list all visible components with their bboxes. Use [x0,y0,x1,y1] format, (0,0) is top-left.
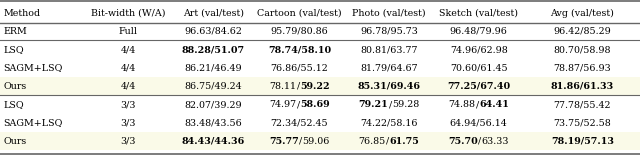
Text: 80.81/63.77: 80.81/63.77 [360,45,418,54]
Text: ERM: ERM [3,27,27,36]
Text: 61.75: 61.75 [390,137,420,146]
Text: Ours: Ours [3,137,26,146]
Text: Bit-width (W/A): Bit-width (W/A) [91,9,165,18]
Text: 74.97: 74.97 [269,100,296,109]
Text: 77.78/55.42: 77.78/55.42 [554,100,611,109]
Text: LSQ: LSQ [3,45,24,54]
Text: SAGM+LSQ: SAGM+LSQ [3,64,63,73]
Text: Full: Full [118,27,138,36]
Text: 72.34/52.45: 72.34/52.45 [271,118,328,127]
Text: 75.77: 75.77 [269,137,299,146]
Text: 73.75/52.58: 73.75/52.58 [554,118,611,127]
Text: /: / [476,100,479,109]
Text: 3/3: 3/3 [120,100,136,109]
Text: 96.42/85.29: 96.42/85.29 [554,27,611,36]
Text: 59.28: 59.28 [392,100,419,109]
Text: 95.79/80.86: 95.79/80.86 [271,27,328,36]
Text: Method: Method [3,9,40,18]
Text: 74.22/58.16: 74.22/58.16 [360,118,418,127]
Text: Avg (val/test): Avg (val/test) [550,9,614,18]
Text: 84.43/44.36: 84.43/44.36 [182,137,244,146]
Text: Photo (val/test): Photo (val/test) [352,9,426,18]
Text: 86.21/46.49: 86.21/46.49 [184,64,242,73]
Text: /: / [299,137,302,146]
Text: 74.88: 74.88 [449,100,476,109]
Text: 78.19/57.13: 78.19/57.13 [551,137,614,146]
Text: 3/3: 3/3 [120,118,136,127]
Text: 4/4: 4/4 [120,82,136,91]
Text: 58.69: 58.69 [300,100,330,109]
Text: Cartoon (val/test): Cartoon (val/test) [257,9,342,18]
Text: /: / [478,137,481,146]
Text: Art (val/test): Art (val/test) [182,9,244,18]
Text: 85.31/69.46: 85.31/69.46 [358,82,420,91]
Text: 79.21: 79.21 [358,100,388,109]
Text: 59.22: 59.22 [300,82,330,91]
Text: 88.28/51.07: 88.28/51.07 [182,45,244,54]
Text: 4/4: 4/4 [120,45,136,54]
Text: 4/4: 4/4 [120,64,136,73]
Text: 74.96/62.98: 74.96/62.98 [450,45,508,54]
Text: SAGM+LSQ: SAGM+LSQ [3,118,63,127]
Text: 63.33: 63.33 [482,137,509,146]
Text: 82.07/39.29: 82.07/39.29 [184,100,242,109]
Text: /: / [388,100,392,109]
Text: 59.06: 59.06 [303,137,330,146]
Text: 78.11: 78.11 [269,82,296,91]
Text: 83.48/43.56: 83.48/43.56 [184,118,242,127]
Text: 96.63/84.62: 96.63/84.62 [184,27,242,36]
Text: 64.41: 64.41 [479,100,509,109]
Text: /: / [297,100,300,109]
Text: 70.60/61.45: 70.60/61.45 [450,64,508,73]
Text: 96.48/79.96: 96.48/79.96 [450,27,508,36]
Text: /: / [297,82,300,91]
Text: Ours: Ours [3,82,26,91]
Text: 78.87/56.93: 78.87/56.93 [554,64,611,73]
Text: 77.25/67.40: 77.25/67.40 [447,82,510,91]
Text: 64.94/56.14: 64.94/56.14 [450,118,508,127]
Text: 76.85: 76.85 [359,137,386,146]
Text: 78.74/58.10: 78.74/58.10 [268,45,331,54]
Text: 75.70: 75.70 [448,137,478,146]
Text: LSQ: LSQ [3,100,24,109]
Text: 96.78/95.73: 96.78/95.73 [360,27,418,36]
Bar [0,77,640,95]
Text: 81.79/64.67: 81.79/64.67 [360,64,418,73]
Bar [0,132,640,150]
Text: Sketch (val/test): Sketch (val/test) [439,9,518,18]
Text: 80.70/58.98: 80.70/58.98 [554,45,611,54]
Text: 76.86/55.12: 76.86/55.12 [271,64,328,73]
Text: 86.75/49.24: 86.75/49.24 [184,82,242,91]
Text: 3/3: 3/3 [120,137,136,146]
Text: /: / [387,137,390,146]
Text: 81.86/61.33: 81.86/61.33 [551,82,614,91]
